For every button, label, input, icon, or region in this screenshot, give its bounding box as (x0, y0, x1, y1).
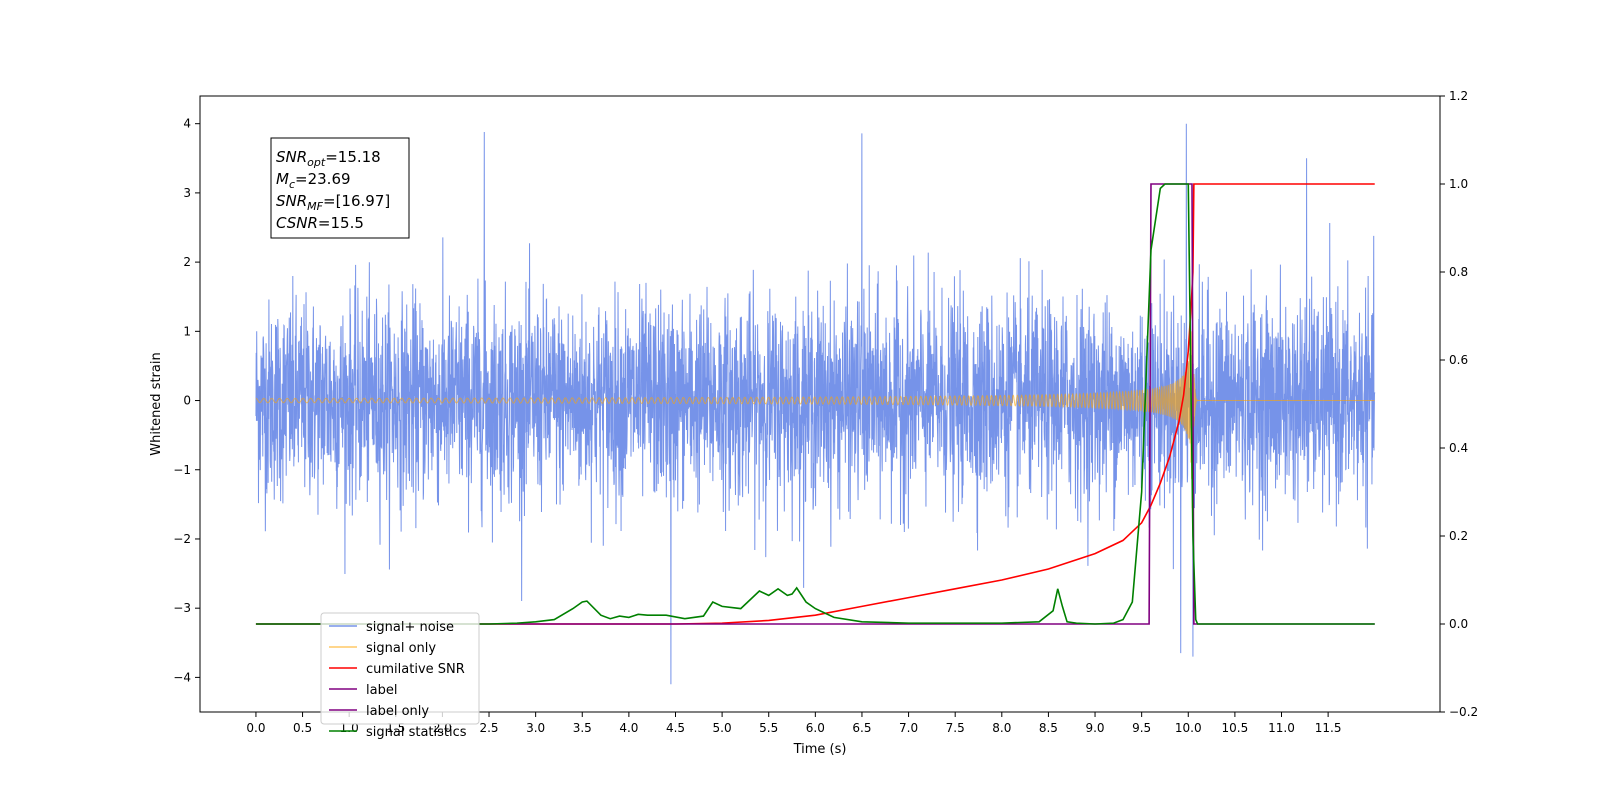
stats-annotation-value: =15.18 (325, 148, 381, 166)
x-tick-label: 6.5 (852, 721, 871, 735)
y2-tick-label: 0.6 (1449, 353, 1468, 367)
y-tick-label: 0 (183, 394, 191, 408)
stats-annotation-subscript: c (289, 178, 295, 191)
y2-tick-label: 1.0 (1449, 177, 1468, 191)
data-layer (255, 123, 1376, 685)
legend-label: label (329, 683, 397, 698)
x-tick-label: 9.5 (1132, 721, 1151, 735)
stats-annotation-subscript: MF (307, 200, 323, 213)
y-tick-label: −1 (173, 463, 191, 477)
legend-label: label only (366, 704, 429, 719)
y2-tick-label: 0.2 (1449, 529, 1468, 543)
x-tick-label: 11.5 (1315, 721, 1342, 735)
stats-annotation-symbol: CSNR (276, 214, 318, 232)
x-tick-label: 7.0 (899, 721, 918, 735)
stats-annotation-line: SNRopt=15.18 (276, 148, 381, 169)
y-tick-label: −3 (173, 601, 191, 615)
legend-label: signal+ noise (366, 620, 454, 635)
stats-annotation-line: Mc=23.69 (276, 170, 351, 191)
legend-signal-noise: signal+ noise (329, 620, 454, 635)
x-tick-label: 9.0 (1085, 721, 1104, 735)
legend-frame (320, 612, 480, 725)
x-tick-label: 3.0 (526, 721, 545, 735)
x-tick-label: 4.0 (619, 721, 638, 735)
series-signal-statistics-line (255, 183, 1375, 625)
y-tick-label: 4 (183, 117, 191, 131)
x-tick-label: 11.0 (1268, 721, 1295, 735)
legend-signal-statistics: signal statistics (329, 725, 467, 740)
x-tick-label: 7.5 (946, 721, 965, 735)
legend-label: signal statistics (366, 725, 467, 740)
y-tick-label: 2 (183, 255, 191, 269)
y-tick-label: −2 (173, 532, 191, 546)
y2-tick-label: −0.2 (1449, 705, 1478, 719)
stats-annotation-value: =23.69 (295, 170, 351, 188)
stats-annotation-line: SNRMF=[16.97] (276, 192, 390, 213)
x-tick-label: 0.0 (246, 721, 265, 735)
stats-annotation-symbol: M (276, 170, 289, 188)
stats-annotation-symbol: SNR (276, 148, 307, 166)
legend-label-only: label only (329, 704, 429, 719)
plot-frame (199, 95, 1441, 713)
y-tick-label: −4 (173, 670, 191, 684)
legend: signal+ noise signal only cumilative SNR la… (320, 612, 480, 740)
x-tick-label: 4.5 (666, 721, 685, 735)
x-tick-label: 6.0 (806, 721, 825, 735)
stats-annotation-line: CSNR=15.5 (276, 214, 364, 232)
y2-tick-label: 1.2 (1449, 89, 1468, 103)
y2-tick-label: 0.0 (1449, 617, 1468, 631)
x-axis-label: Time (s) (793, 742, 847, 757)
legend-label: signal only (366, 641, 436, 656)
legend-signal-only: signal only (329, 641, 436, 656)
x-tick-label: 5.5 (759, 721, 778, 735)
legend-label: label (366, 683, 397, 698)
x-tick-label: 10.0 (1175, 721, 1202, 735)
stats-annotation-value: =15.5 (318, 214, 364, 232)
y-tick-label: 3 (183, 186, 191, 200)
series-signal-only-line (255, 328, 1375, 509)
y2-axis: 1.2 1.0 0.8 0.6 0.4 0.2 0.0 −0.2 (1440, 89, 1478, 719)
x-tick-label: 10.5 (1222, 721, 1249, 735)
series-signal-plus-noise-line (255, 123, 1376, 685)
stats-annotation-symbol: SNR (276, 192, 307, 210)
stats-annotation-value: =[16.97] (323, 192, 390, 210)
series-cumilative-snr-line (255, 183, 1375, 625)
stats-annotation-box (270, 137, 410, 239)
x-tick-label: 8.0 (992, 721, 1011, 735)
x-tick-label: 5.0 (713, 721, 732, 735)
x-tick-label: 2.5 (479, 721, 498, 735)
legend-label: cumilative SNR (366, 662, 465, 677)
x-tick-label: 0.5 (293, 721, 312, 735)
y2-tick-label: 0.8 (1449, 265, 1468, 279)
y-axis-label: Whitened strain (149, 352, 164, 455)
legend-cumilative-snr: cumilative SNR (329, 662, 465, 677)
y2-tick-label: 0.4 (1449, 441, 1468, 455)
y-tick-label: 1 (183, 324, 191, 338)
x-tick-label: 3.5 (573, 721, 592, 735)
stats-annotation-subscript: opt (307, 156, 326, 169)
x-tick-label: 8.5 (1039, 721, 1058, 735)
y-axis: 4 3 2 1 0 −1 −2 −3 −4 (173, 117, 200, 684)
stats-annotation: SNRopt=15.18Mc=23.69SNRMF=[16.97]CSNR=15… (270, 137, 410, 239)
